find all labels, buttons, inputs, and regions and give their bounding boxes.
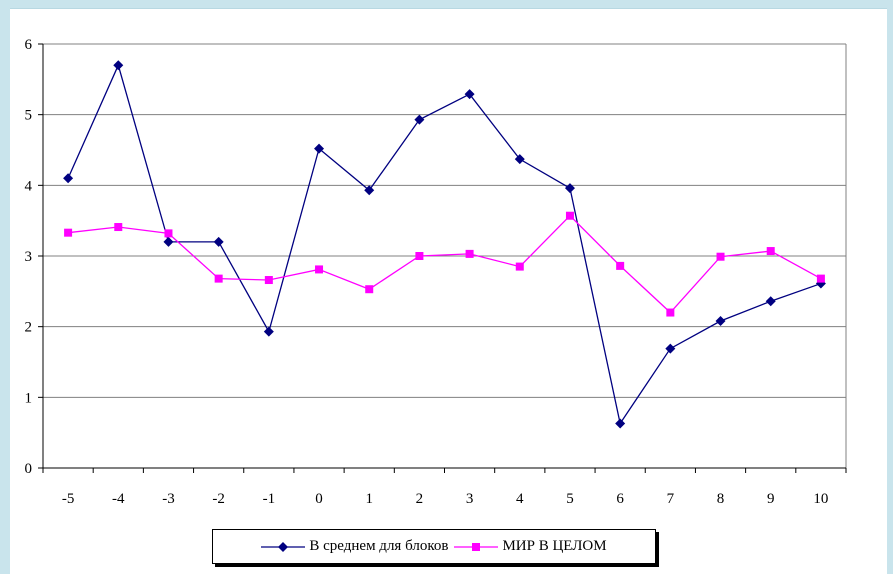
series-line	[67, 63, 822, 426]
data-point	[315, 265, 324, 274]
data-point	[666, 308, 675, 317]
gridlines	[43, 43, 846, 398]
line-chart: 0 1 2 3 4 5 6 -5 -4 -3 -2 -1 0 1 2 3 4 5 6 7 8 9 10	[25, 37, 847, 507]
data-point	[365, 285, 374, 294]
x-tick-label: 4	[516, 491, 524, 507]
x-tick-label: 1	[365, 491, 373, 507]
data-point	[264, 276, 273, 285]
series-2	[64, 211, 825, 317]
data-point	[616, 261, 625, 270]
data-point	[114, 223, 123, 232]
legend-diamond-marker-icon	[261, 541, 306, 552]
data-point	[213, 236, 224, 247]
data-point	[63, 173, 74, 184]
legend-item-series-2: МИР В ЦЕЛОМ	[454, 538, 607, 555]
x-tick-label: -5	[62, 491, 75, 507]
data-point	[715, 316, 726, 327]
x-tick-label: 5	[566, 491, 574, 507]
y-tick-label: 2	[25, 320, 33, 336]
y-tick-labels: 0 1 2 3 4 5 6	[25, 37, 33, 477]
x-tick-label: 8	[717, 491, 725, 507]
x-tick-label: 2	[416, 491, 424, 507]
series	[63, 60, 826, 429]
data-point	[364, 185, 375, 196]
data-point	[314, 143, 325, 154]
x-tick-label: -4	[112, 491, 125, 507]
data-point	[414, 114, 425, 125]
x-tick-label: 3	[466, 491, 474, 507]
data-point	[64, 228, 73, 237]
data-point	[263, 326, 274, 337]
x-tick-label: 7	[667, 491, 675, 507]
legend-square-marker-icon	[454, 542, 499, 551]
y-tick-label: 0	[25, 461, 33, 477]
data-point	[514, 154, 525, 165]
x-tick-label: 0	[315, 491, 323, 507]
data-point	[716, 252, 725, 261]
x-tick-label: -1	[263, 491, 276, 507]
y-tick-label: 1	[25, 390, 33, 406]
legend: В среднем для блоков МИР В ЦЕЛОМ	[212, 529, 656, 564]
data-point	[415, 252, 424, 260]
y-tick-label: 3	[25, 249, 33, 265]
x-tick-label: 10	[813, 491, 828, 507]
axes	[38, 43, 847, 473]
x-tick-label: 6	[616, 491, 624, 507]
series-line	[68, 214, 822, 314]
x-tick-labels: -5 -4 -3 -2 -1 0 1 2 3 4 5 6 7 8 9 10	[62, 491, 829, 507]
data-point	[565, 211, 574, 220]
series-1	[63, 60, 826, 429]
data-point	[465, 249, 474, 258]
y-tick-label: 4	[25, 178, 33, 194]
data-point	[765, 296, 776, 307]
data-point	[564, 183, 575, 194]
data-point	[464, 89, 475, 100]
x-tick-label: -2	[212, 491, 225, 507]
data-point	[665, 343, 676, 354]
data-point	[214, 274, 223, 283]
y-tick-label: 6	[25, 37, 33, 53]
data-point	[163, 236, 174, 247]
data-point	[766, 247, 775, 256]
data-point	[113, 60, 124, 71]
chart-area: 0 1 2 3 4 5 6 -5 -4 -3 -2 -1 0 1 2 3 4 5 6 7 8 9 10	[10, 8, 887, 574]
legend-label-series-1: В среднем для блоков	[309, 538, 449, 554]
legend-item-series-1: В среднем для блоков	[261, 538, 448, 555]
data-point	[615, 418, 626, 429]
legend-label-series-2: МИР В ЦЕЛОМ	[502, 538, 607, 554]
y-tick-label: 5	[25, 108, 33, 124]
x-tick-label: -3	[162, 491, 175, 507]
data-point	[816, 274, 825, 283]
x-tick-label: 9	[767, 491, 775, 507]
data-point	[164, 229, 173, 238]
data-point	[515, 262, 524, 271]
